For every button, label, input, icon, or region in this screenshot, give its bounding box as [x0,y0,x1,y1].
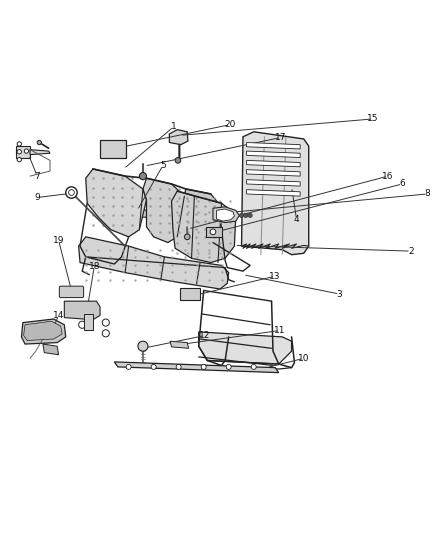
Polygon shape [247,180,300,186]
Circle shape [37,140,42,144]
Text: 11: 11 [274,326,286,335]
Circle shape [248,213,252,217]
Circle shape [210,229,216,235]
Text: 12: 12 [199,331,211,340]
Polygon shape [86,169,146,237]
Circle shape [251,365,256,369]
Polygon shape [170,130,188,144]
Polygon shape [216,209,234,221]
Polygon shape [24,321,62,341]
Circle shape [226,365,231,369]
Text: 1: 1 [171,122,177,131]
Polygon shape [177,189,222,246]
Circle shape [151,365,156,369]
Polygon shape [247,160,300,167]
Text: 6: 6 [399,180,405,189]
Circle shape [126,365,131,369]
Polygon shape [43,344,59,355]
FancyBboxPatch shape [85,314,93,330]
Circle shape [138,341,148,351]
Circle shape [66,187,77,198]
Text: 20: 20 [224,120,236,129]
Circle shape [17,158,21,162]
Circle shape [244,213,248,217]
Circle shape [184,234,190,240]
Polygon shape [213,207,240,223]
Circle shape [102,330,110,337]
Polygon shape [16,146,30,158]
Circle shape [240,213,244,217]
FancyBboxPatch shape [206,227,222,237]
Circle shape [17,142,21,146]
Circle shape [78,321,86,328]
Polygon shape [199,332,292,364]
FancyBboxPatch shape [180,288,200,300]
Text: 8: 8 [424,189,430,198]
Text: 7: 7 [34,172,40,181]
Polygon shape [143,178,186,243]
Text: 4: 4 [294,215,300,224]
Polygon shape [247,169,300,176]
Circle shape [17,150,21,154]
Polygon shape [241,132,309,255]
Circle shape [69,190,74,196]
Polygon shape [64,301,100,320]
Text: 16: 16 [382,172,394,181]
Text: 13: 13 [269,272,281,281]
Polygon shape [247,151,300,158]
Circle shape [102,319,110,326]
Polygon shape [21,319,66,344]
Text: 2: 2 [408,247,414,256]
FancyBboxPatch shape [100,140,126,158]
Polygon shape [172,191,236,263]
Polygon shape [121,208,152,217]
Text: 5: 5 [160,161,166,170]
Circle shape [201,365,206,369]
Polygon shape [78,237,229,289]
Text: 10: 10 [298,354,310,363]
Text: 14: 14 [53,311,64,320]
Polygon shape [247,190,300,196]
Polygon shape [247,142,300,149]
Circle shape [175,158,181,163]
Circle shape [139,173,146,180]
Circle shape [176,365,181,369]
Text: 18: 18 [88,262,100,271]
FancyBboxPatch shape [59,286,84,297]
Circle shape [24,149,28,153]
Text: 3: 3 [336,289,343,298]
Text: 15: 15 [367,115,379,124]
Text: 9: 9 [34,193,40,202]
Polygon shape [170,341,189,349]
Text: 19: 19 [53,236,64,245]
Polygon shape [30,150,50,155]
Polygon shape [114,362,279,373]
Text: 17: 17 [275,133,286,142]
